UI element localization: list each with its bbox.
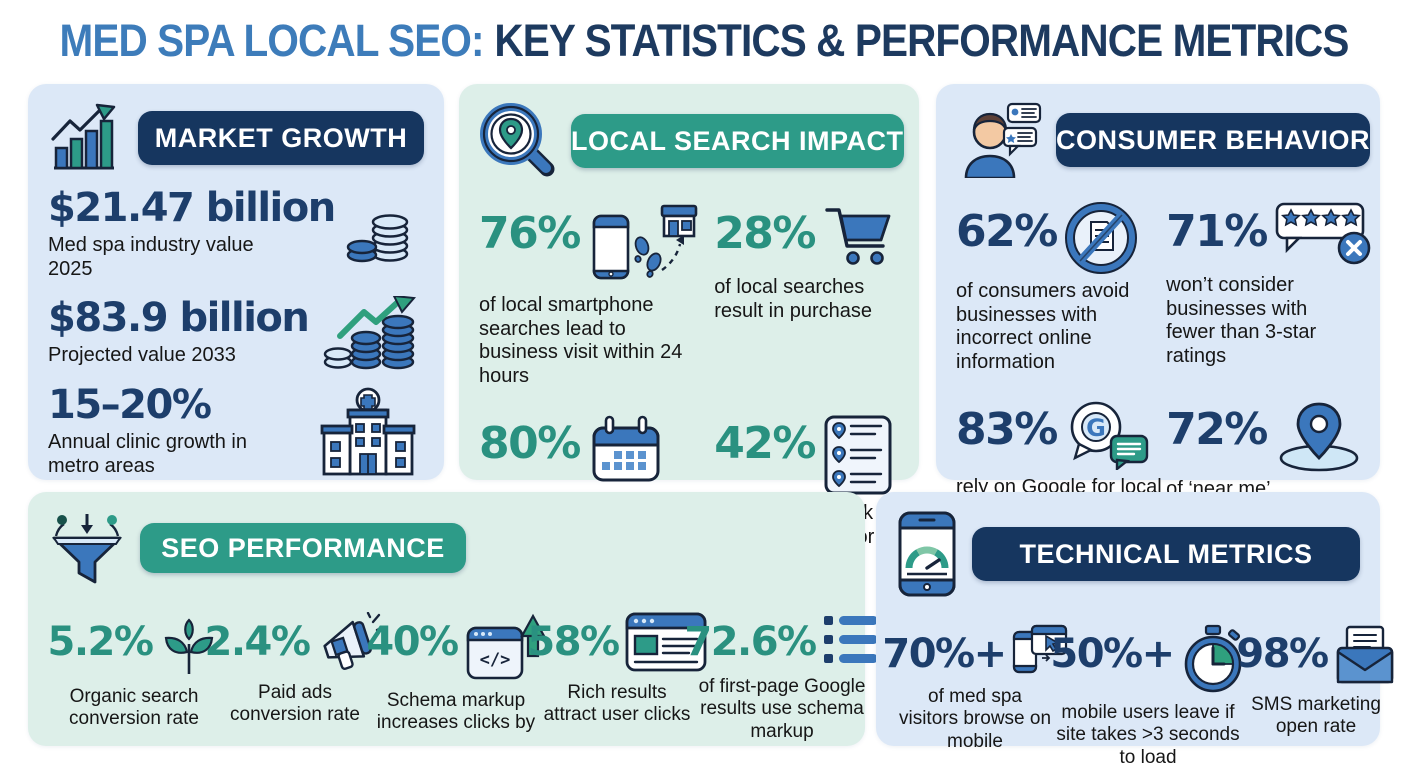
market-growth-title: MARKET GROWTH: [138, 111, 424, 165]
stat-mobile-browse: 70%+: [882, 624, 1067, 768]
stat-paid-ads-conversion: 2.4%: [205, 612, 386, 743]
stat-label: won’t consider businesses with fewer tha…: [1166, 274, 1317, 367]
google-reviews-icon: G: [1065, 400, 1151, 471]
stat-low-ratings: 71%: [1166, 202, 1371, 374]
stat-label: mobile users leave if site takes >3 seco…: [1056, 702, 1240, 768]
stat-value: 70%+: [882, 631, 1007, 677]
stat-label: of local smartphone searches lead to bus…: [479, 294, 683, 387]
stat-projected-value: $83.9 billion Projected value 2033: [48, 296, 424, 370]
seo-performance-title: SEO PERFORMANCE: [140, 523, 466, 573]
stat-value: 83%: [956, 404, 1058, 456]
stopwatch-icon: [1180, 624, 1246, 694]
calendar-icon: [588, 414, 664, 486]
local-search-title: LOCAL SEARCH IMPACT: [571, 114, 904, 168]
stat-label: Rich results attract user clicks: [543, 682, 691, 726]
megaphone-icon: [315, 612, 386, 674]
schema-code-icon: </>: [464, 612, 546, 682]
stat-rich-results: 58%: [527, 612, 707, 743]
stat-value: 80%: [479, 418, 581, 470]
seo-performance-header: SEO PERFORMANCE: [48, 510, 845, 586]
shopping-cart-icon: [823, 204, 893, 270]
stat-label: SMS marketing open rate: [1251, 694, 1381, 738]
bar-chart-growth-icon: [48, 102, 124, 174]
stat-avoid-incorrect: 62%: [956, 202, 1166, 374]
panel-seo-performance: SEO PERFORMANCE 5.2% Organic search con: [28, 492, 878, 746]
stat-label: Schema markup increases clicks by: [376, 690, 536, 734]
stat-smartphone-visits: 76%: [479, 204, 714, 388]
stat-load-time: 50%+ mobile users leave if sit: [1050, 624, 1242, 768]
page-title-highlight: MED SPA LOCAL SEO:: [59, 15, 484, 66]
stat-value: 72.6%: [684, 619, 817, 665]
panel-technical-metrics: TECHNICAL METRICS 70%+: [876, 492, 1393, 768]
stat-value: 62%: [956, 206, 1058, 257]
low-rating-icon: [1275, 202, 1373, 268]
stat-value: 42%: [714, 418, 816, 470]
consumer-chat-icon: [956, 102, 1042, 178]
stat-organic-conversion: 5.2% Organic search conversion rate: [48, 612, 220, 743]
panel-market-growth: MARKET GROWTH $21.47 billion Med spa ind…: [28, 84, 444, 480]
stat-industry-value: $21.47 billion Med spa industry value 20…: [48, 188, 424, 281]
stat-sms-open-rate: 98% SMS marketing open rate: [1236, 624, 1393, 768]
organic-leaf-icon: [158, 612, 220, 678]
near-me-pin-icon: [1275, 400, 1363, 472]
no-document-icon: [1064, 202, 1137, 274]
stat-value: 2.4%: [204, 619, 311, 665]
stat-value: 28%: [714, 208, 816, 259]
stat-clinic-growth: 15–20% Annual clinic growth in metro are…: [48, 385, 424, 478]
technical-metrics-title: TECHNICAL METRICS: [972, 527, 1360, 581]
map-pack-list-icon: [823, 414, 893, 496]
stat-label: of med spa visitors browse on mobile: [898, 686, 1052, 752]
stat-value: 15–20%: [48, 382, 212, 429]
stat-value: $83.9 billion: [48, 295, 310, 342]
stat-value: 5.2%: [47, 619, 154, 665]
consumer-behavior-header: CONSUMER BEHAVIOR: [956, 102, 1371, 178]
stat-label: Annual clinic growth in metro areas: [48, 431, 247, 477]
consumer-behavior-title: CONSUMER BEHAVIOR: [1056, 113, 1371, 167]
stat-value: 58%: [527, 619, 620, 665]
mobile-browse-icon: [1012, 624, 1068, 678]
schema-list-icon: [822, 612, 880, 668]
panel-consumer-behavior: CONSUMER BEHAVIOR 62%: [936, 84, 1380, 571]
stat-value: 40%: [366, 619, 459, 665]
stat-value: 71%: [1166, 206, 1268, 257]
stat-value: 72%: [1166, 404, 1268, 456]
market-growth-header: MARKET GROWTH: [48, 102, 424, 174]
coins-growth-icon: [322, 296, 418, 370]
funnel-icon: [48, 510, 126, 586]
stat-label: Projected value 2033: [48, 344, 236, 367]
coins-stack-icon: [346, 206, 418, 264]
mobile-speed-icon: [896, 510, 958, 598]
stat-value: $21.47 billion: [48, 185, 336, 231]
stat-firstpage-schema: 72.6% of first-page Google results use s…: [684, 612, 878, 743]
stat-label: of local searches result in purchase: [714, 276, 873, 322]
stat-label: of consumers avoid businesses with incor…: [956, 280, 1130, 373]
stat-label: Med spa industry value 2025: [48, 234, 254, 280]
clinic-building-icon: [318, 386, 418, 478]
stat-value: 50%+: [1050, 631, 1175, 677]
stat-purchase: 28% of local searches result in purchase: [714, 204, 899, 388]
stat-label: Organic search conversion rate: [69, 686, 199, 730]
technical-metrics-header: TECHNICAL METRICS: [896, 510, 1360, 598]
phone-to-store-icon: [588, 204, 698, 288]
search-location-icon: [479, 102, 557, 180]
svg-text:G: G: [1086, 414, 1106, 442]
local-search-header: LOCAL SEARCH IMPACT: [479, 102, 904, 180]
panel-local-search-impact: LOCAL SEARCH IMPACT 76%: [459, 84, 919, 572]
rich-results-icon: [625, 612, 707, 674]
svg-text:</>: </>: [479, 650, 510, 670]
stat-label: of first-page Google results use schema …: [698, 676, 866, 742]
sms-envelope-icon: [1334, 624, 1396, 686]
page-title: MED SPA LOCAL SEO: KEY STATISTICS & PERF…: [59, 10, 1349, 72]
page-title-rest: KEY STATISTICS & PERFORMANCE METRICS: [494, 15, 1349, 66]
stat-value: 76%: [479, 208, 581, 259]
stat-schema-clicks: 40% </> Sche: [366, 612, 546, 743]
stat-label: Paid ads conversion rate: [230, 682, 360, 726]
stat-value: 98%: [1236, 631, 1329, 677]
